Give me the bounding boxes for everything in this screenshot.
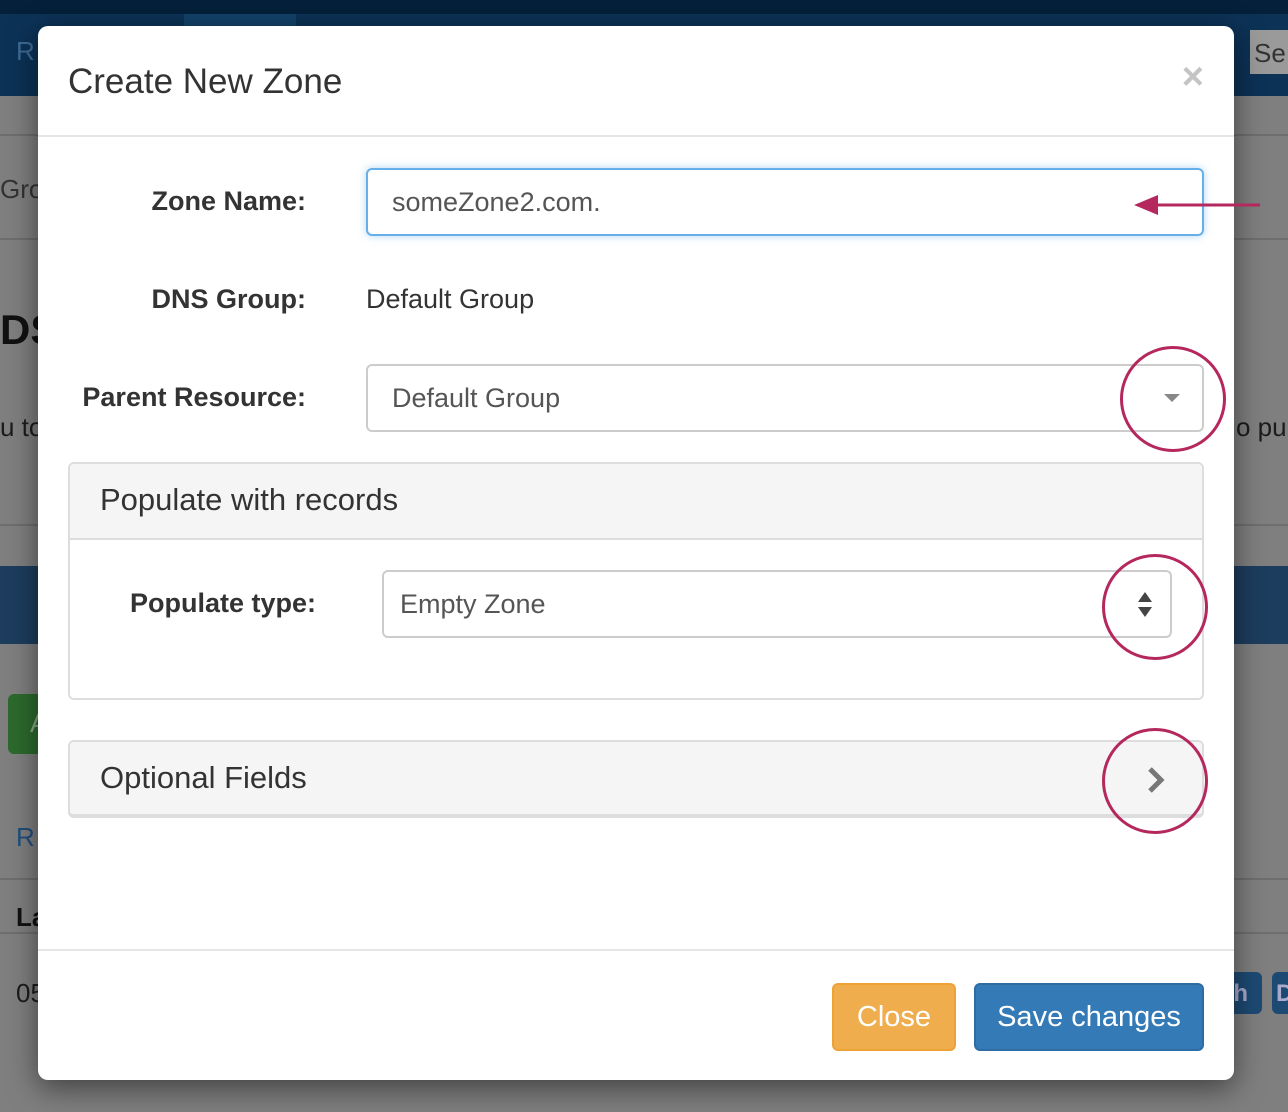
- link[interactable]: R: [16, 822, 35, 852]
- annotation-circle: [1102, 728, 1208, 834]
- optional-fields-title: Optional Fields: [70, 742, 1202, 814]
- annotation-arrow-icon: [1134, 195, 1260, 215]
- top-bar: [0, 0, 1288, 14]
- zone-name-label: Zone Name:: [151, 186, 306, 216]
- parent-resource-label: Parent Resource:: [82, 382, 306, 412]
- populate-panel: Populate with records Populate type: Emp…: [68, 462, 1204, 700]
- dns-group-value: Default Group: [366, 284, 535, 314]
- modal-title: Create New Zone: [68, 62, 343, 101]
- row-action-button[interactable]: D: [1272, 972, 1288, 1014]
- optional-fields-panel[interactable]: Optional Fields: [68, 740, 1204, 818]
- search-input[interactable]: Se: [1250, 30, 1288, 74]
- annotation-circle: [1120, 346, 1226, 452]
- close-button[interactable]: Close: [832, 983, 956, 1051]
- populate-type-select[interactable]: Empty Zone: [382, 570, 1172, 638]
- populate-type-label: Populate type:: [130, 588, 317, 618]
- create-zone-modal: Create New Zone × Zone Name: someZone2.c…: [38, 26, 1260, 1080]
- populate-panel-title: Populate with records: [70, 464, 1202, 540]
- modal-header: Create New Zone ×: [38, 26, 1234, 137]
- zone-name-input[interactable]: someZone2.com.: [366, 168, 1204, 236]
- tab[interactable]: Gro: [0, 174, 44, 204]
- annotation-circle: [1102, 554, 1208, 660]
- description-text: u to: [0, 412, 44, 442]
- description-text: o pu: [1236, 412, 1287, 442]
- nav-item[interactable]: R: [16, 36, 35, 66]
- modal-footer: Close Save changes: [38, 949, 1234, 1080]
- parent-resource-select[interactable]: Default Group: [366, 364, 1204, 432]
- save-changes-button[interactable]: Save changes: [974, 983, 1204, 1051]
- close-icon[interactable]: ×: [1181, 56, 1204, 98]
- dns-group-label: DNS Group:: [151, 284, 307, 314]
